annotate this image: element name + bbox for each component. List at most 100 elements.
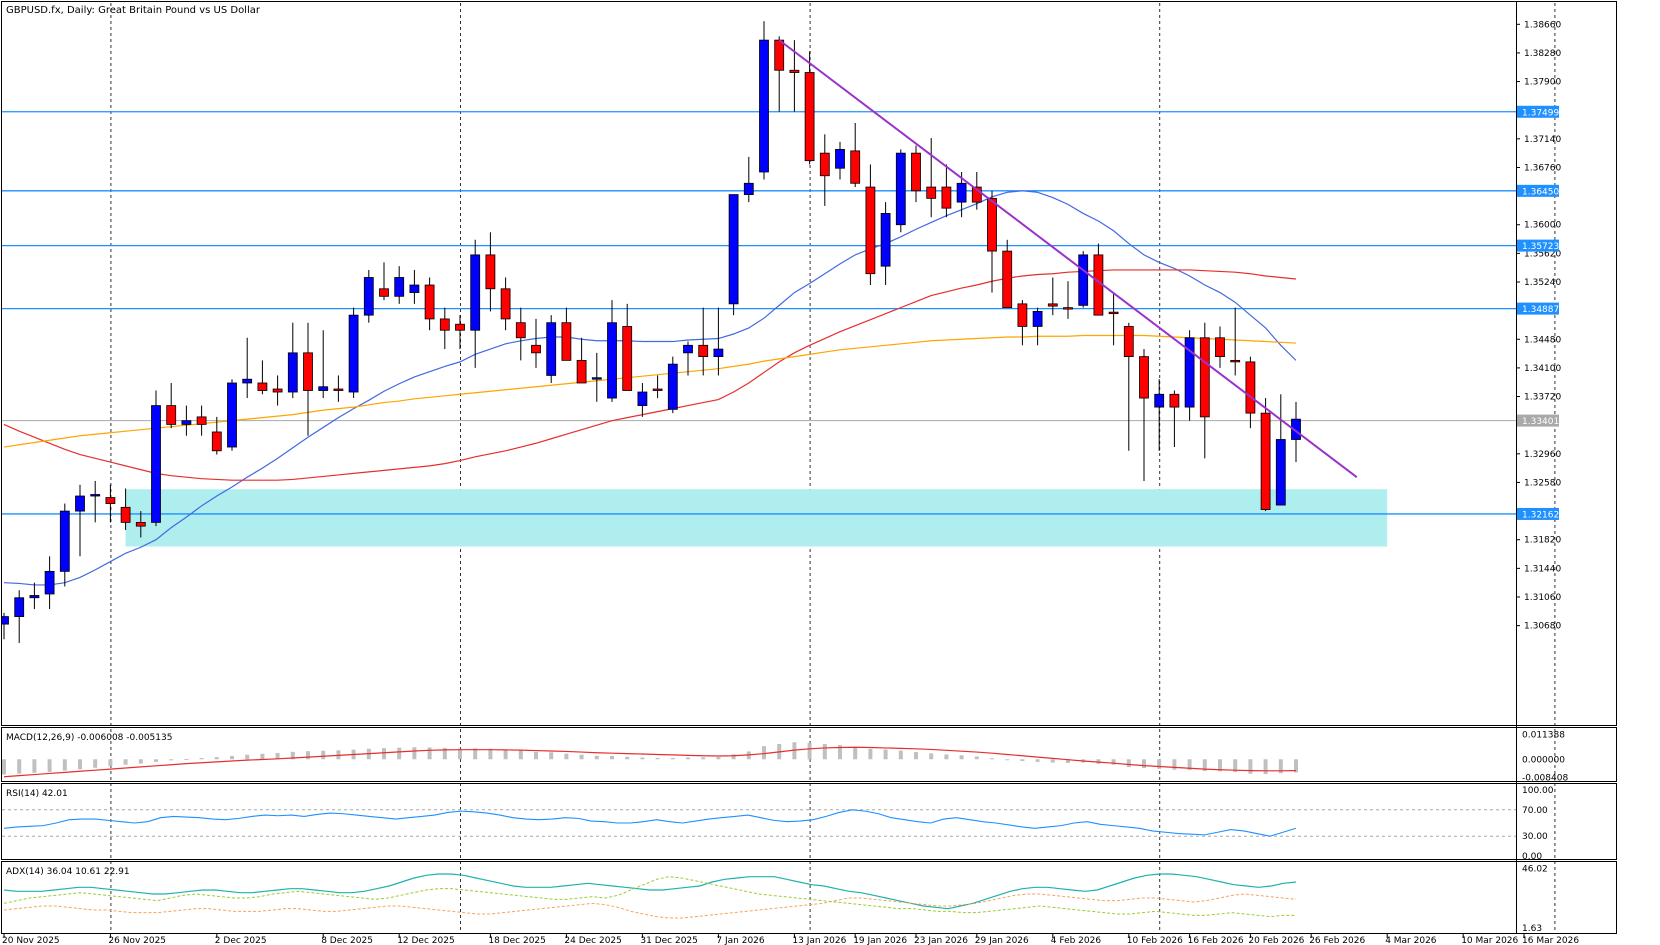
candle <box>379 262 389 301</box>
bearish-candle-body <box>379 288 389 297</box>
candle <box>59 503 70 587</box>
candle <box>759 21 769 180</box>
adx-tick-label: 46.02 <box>1522 865 1548 875</box>
time-tick-label: 26 Feb 2026 <box>1309 936 1365 945</box>
macd-histogram-bar <box>807 742 812 760</box>
macd-histogram-bar <box>670 757 675 760</box>
bullish-candle-body <box>683 344 693 354</box>
trendline-group[interactable] <box>778 39 1358 478</box>
price-tick-label: 1.37140 <box>1524 135 1561 145</box>
bearish-candle-body <box>439 318 450 331</box>
candle <box>75 484 85 557</box>
candle <box>44 556 55 610</box>
bullish-candle-body <box>363 277 374 316</box>
candle <box>743 156 754 203</box>
level-price-label: 1.37499 <box>1522 108 1559 118</box>
macd-tick-label: 0.000000 <box>1522 755 1565 765</box>
candle <box>956 171 967 218</box>
main-panel-frame <box>1 1 1617 726</box>
macd-histogram-bar <box>1157 759 1162 769</box>
candle <box>1215 326 1225 368</box>
macd-histogram-bar <box>275 752 280 760</box>
candle <box>455 315 465 350</box>
macd-histogram-bar <box>47 759 52 772</box>
candle <box>135 511 146 538</box>
candle <box>196 405 207 436</box>
macd-histogram-bar <box>549 752 554 760</box>
bearish-candle-body <box>455 323 465 331</box>
candle <box>683 341 693 376</box>
candle <box>1017 300 1028 346</box>
bullish-candle-body <box>637 391 648 406</box>
bearish-candle-body <box>911 152 921 192</box>
current-price-tag <box>1517 414 1559 427</box>
price-tick-label: 1.36760 <box>1524 163 1561 173</box>
candle <box>941 164 952 218</box>
bearish-candle-body <box>1002 250 1013 309</box>
bearish-candle-body <box>987 197 997 252</box>
bearish-candle-body <box>1063 307 1073 310</box>
candle <box>14 590 25 643</box>
candle <box>1275 394 1286 506</box>
bearish-candle-body <box>303 352 313 391</box>
bullish-candle-body <box>29 595 40 599</box>
time-tick-label: 16 Feb 2026 <box>1188 936 1244 945</box>
current-price-label: 1.33401 <box>1522 417 1559 427</box>
candle <box>637 382 648 417</box>
macd-histogram-bar <box>184 759 189 761</box>
bullish-candle-body <box>59 510 70 572</box>
bearish-candle-body <box>485 254 496 290</box>
macd-histogram-bar <box>32 759 37 773</box>
candle <box>1123 322 1134 451</box>
level-price-label: 1.32162 <box>1522 510 1559 520</box>
rsi-panel <box>2 809 1516 837</box>
macd-histogram-bar <box>579 754 584 760</box>
level-price-label: 1.36450 <box>1522 187 1559 197</box>
bearish-candle-body <box>515 322 526 339</box>
candle <box>166 382 177 429</box>
bearish-candle-body <box>1123 326 1134 358</box>
candle <box>835 141 845 180</box>
level-price-label: 1.34887 <box>1522 305 1559 315</box>
bearish-candle-body <box>1199 337 1210 418</box>
macd-histogram-bar <box>686 757 690 760</box>
macd-histogram-bar <box>1263 759 1268 775</box>
macd-histogram-bar <box>762 746 766 760</box>
macd-histogram-bar <box>716 757 721 760</box>
rsi-panel-frame <box>1 783 1617 860</box>
bearish-candle-body <box>971 186 982 203</box>
macd-histogram-bar <box>442 747 447 760</box>
bearish-candle-body <box>424 284 435 320</box>
bearish-candle-body <box>698 344 709 358</box>
horizontal-levels[interactable] <box>2 111 1516 515</box>
candle <box>394 266 405 304</box>
bearish-candle-body <box>531 344 541 354</box>
macd-histogram-bar <box>1142 759 1146 768</box>
macd-histogram-bar <box>1126 759 1131 768</box>
bearish-candle-body <box>257 382 268 391</box>
candle <box>1063 281 1073 319</box>
candle <box>895 149 906 233</box>
macd-histogram-bar <box>78 759 82 770</box>
macd-title: MACD(12,26,9) -0.006008 -0.005135 <box>6 733 172 743</box>
bearish-candle-body <box>1169 393 1180 408</box>
time-tick-label: 23 Jan 2026 <box>914 936 968 945</box>
macd-histogram-bar <box>382 748 386 760</box>
bullish-candle-body <box>1078 254 1089 306</box>
candle <box>728 194 739 316</box>
bullish-candle-body <box>470 254 481 331</box>
candle <box>515 307 526 361</box>
macd-histogram-bar <box>138 759 143 764</box>
macd-histogram-bar <box>1248 759 1253 774</box>
macd-histogram-bar <box>883 749 888 760</box>
time-tick-label: 16 Mar 2026 <box>1522 936 1579 945</box>
macd-histogram-bar <box>93 759 98 768</box>
macd-histogram-bar <box>853 747 858 760</box>
bearish-candle-body <box>196 416 207 425</box>
bullish-candle-body <box>1184 337 1195 408</box>
bullish-candle-body <box>728 194 739 305</box>
macd-histogram-bar <box>898 750 903 760</box>
time-tick-label: 12 Dec 2025 <box>397 936 455 945</box>
candle <box>257 360 268 395</box>
